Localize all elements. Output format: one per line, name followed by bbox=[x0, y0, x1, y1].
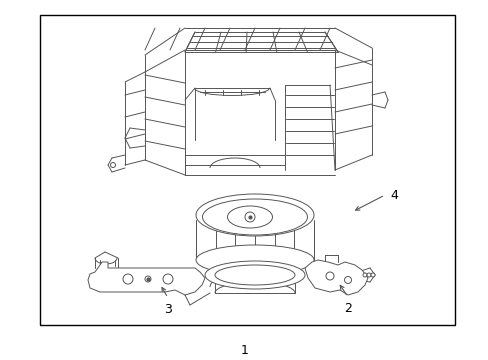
Polygon shape bbox=[88, 262, 204, 295]
Circle shape bbox=[344, 276, 351, 284]
Circle shape bbox=[366, 273, 370, 277]
Circle shape bbox=[110, 162, 115, 167]
Ellipse shape bbox=[215, 265, 294, 285]
Circle shape bbox=[123, 274, 133, 284]
Circle shape bbox=[244, 212, 254, 222]
Circle shape bbox=[362, 273, 366, 277]
Circle shape bbox=[370, 273, 374, 277]
Bar bbox=[40, 15, 454, 325]
Text: 2: 2 bbox=[344, 302, 351, 315]
Ellipse shape bbox=[202, 199, 307, 235]
Circle shape bbox=[325, 272, 333, 280]
Ellipse shape bbox=[196, 194, 313, 236]
Circle shape bbox=[163, 274, 173, 284]
Ellipse shape bbox=[227, 206, 272, 228]
Text: 1: 1 bbox=[241, 343, 248, 356]
Ellipse shape bbox=[204, 261, 305, 289]
Text: 3: 3 bbox=[164, 303, 172, 316]
Ellipse shape bbox=[196, 245, 313, 275]
Text: 4: 4 bbox=[389, 189, 397, 202]
Circle shape bbox=[145, 276, 151, 282]
Polygon shape bbox=[305, 260, 367, 295]
